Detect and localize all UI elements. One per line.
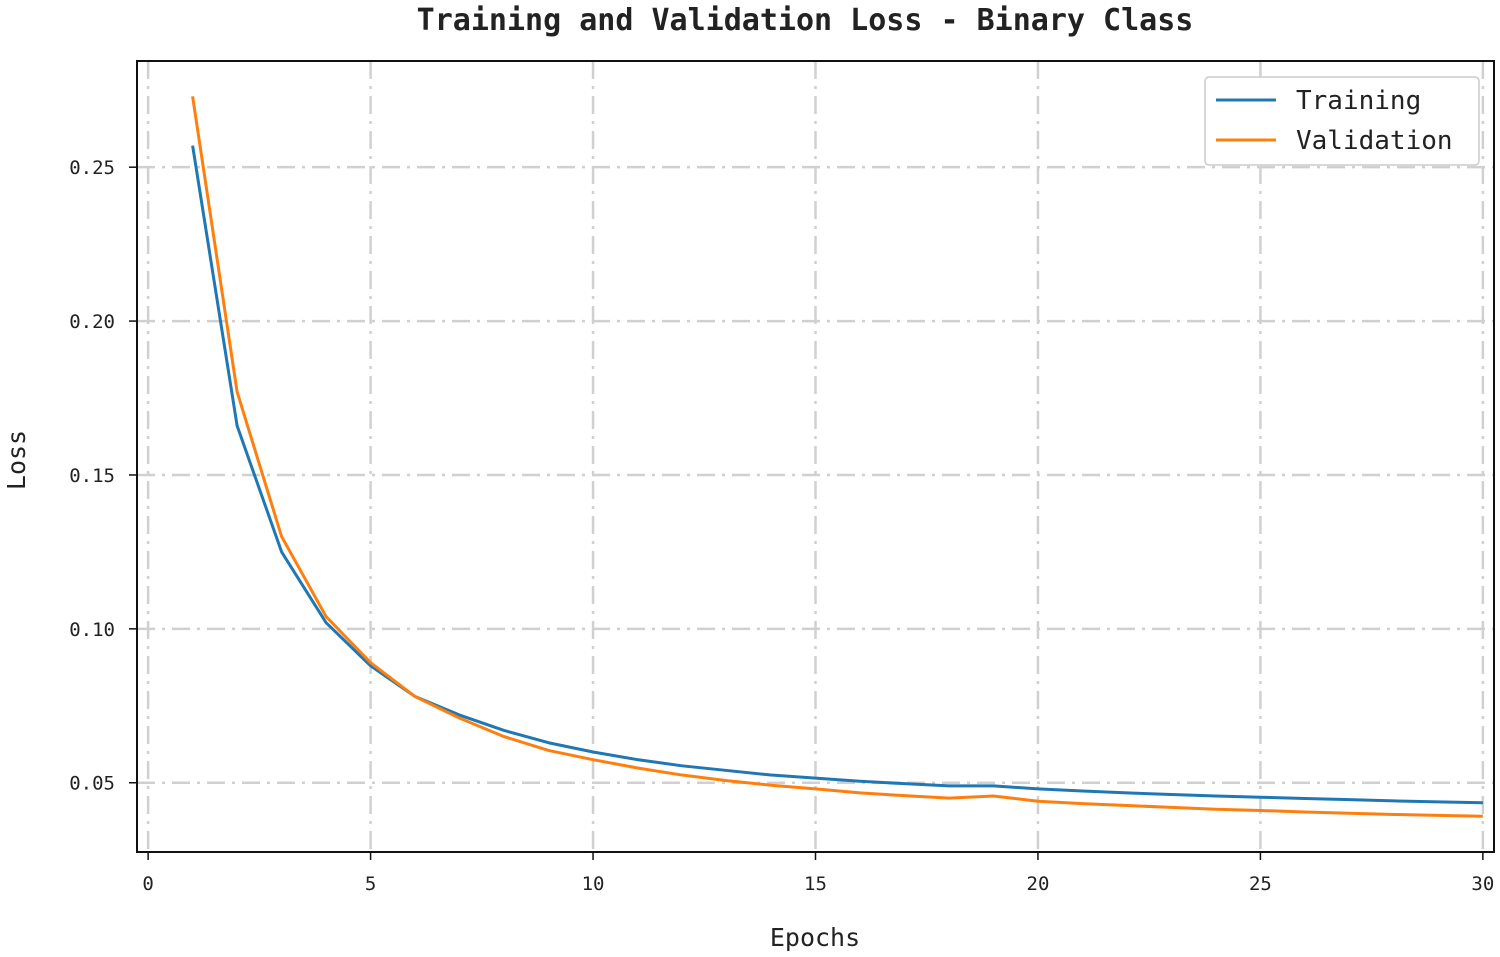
x-tick-label: 10 bbox=[582, 873, 605, 895]
series-lines bbox=[191, 96, 1483, 818]
x-tick-label: 25 bbox=[1249, 873, 1272, 895]
y-axis-label: Loss bbox=[2, 430, 31, 490]
y-tick-label: 0.05 bbox=[69, 773, 115, 795]
grid bbox=[137, 61, 1494, 852]
x-axis-label: Epochs bbox=[770, 923, 860, 952]
legend-label-training: Training bbox=[1296, 86, 1421, 116]
legend-label-validation: Validation bbox=[1296, 126, 1453, 156]
x-tick-label: 30 bbox=[1471, 873, 1494, 895]
y-tick-label: 0.10 bbox=[69, 619, 115, 641]
axis-ticks: 0 5 10 15 20 25 30 0.05 0.10 0.15 0.20 0.25 bbox=[69, 157, 1494, 895]
x-tick-label: 5 bbox=[365, 873, 376, 895]
legend: Training Validation bbox=[1204, 76, 1480, 166]
x-tick-label: 20 bbox=[1027, 873, 1050, 895]
y-tick-label: 0.25 bbox=[69, 157, 115, 179]
x-tick-label: 15 bbox=[804, 873, 827, 895]
y-tick-label: 0.15 bbox=[69, 465, 115, 487]
chart-title: Training and Validation Loss - Binary Cl… bbox=[417, 3, 1194, 38]
y-tick-label: 0.20 bbox=[69, 311, 115, 333]
series-line-validation bbox=[191, 96, 1483, 818]
x-tick-label: 0 bbox=[142, 873, 153, 895]
